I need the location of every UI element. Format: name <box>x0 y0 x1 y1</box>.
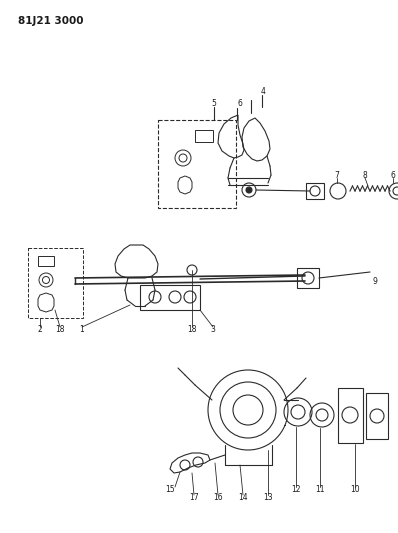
Bar <box>366 393 388 439</box>
Text: 12: 12 <box>291 486 301 495</box>
Text: 81J21 3000: 81J21 3000 <box>18 16 84 26</box>
Text: 10: 10 <box>350 486 360 495</box>
Text: 6: 6 <box>238 99 242 108</box>
Text: 7: 7 <box>335 171 339 180</box>
Bar <box>338 388 363 443</box>
Text: 16: 16 <box>213 494 223 503</box>
Text: 15: 15 <box>165 486 175 495</box>
Text: 17: 17 <box>189 494 199 503</box>
Text: 6: 6 <box>390 171 396 180</box>
Bar <box>158 120 236 208</box>
Text: 14: 14 <box>238 494 248 503</box>
Bar <box>306 183 324 199</box>
Text: 5: 5 <box>212 99 217 108</box>
Circle shape <box>246 187 252 193</box>
Bar <box>38 256 54 266</box>
Text: 11: 11 <box>315 486 325 495</box>
Bar <box>195 130 213 142</box>
Text: 3: 3 <box>211 326 215 335</box>
Text: 4: 4 <box>261 86 265 95</box>
Text: 13: 13 <box>263 494 273 503</box>
Bar <box>28 248 83 318</box>
Text: 8: 8 <box>363 171 367 180</box>
Bar <box>297 268 319 288</box>
Text: 18: 18 <box>187 326 197 335</box>
Text: 2: 2 <box>38 326 42 335</box>
Text: 9: 9 <box>373 278 377 287</box>
Text: 18: 18 <box>55 326 65 335</box>
Bar <box>140 285 200 310</box>
Text: 1: 1 <box>80 326 84 335</box>
